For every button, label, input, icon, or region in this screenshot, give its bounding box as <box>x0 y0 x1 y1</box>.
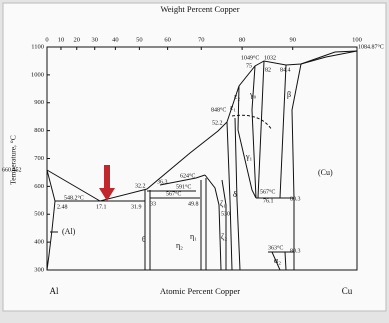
top-tick-label: 30 <box>91 36 98 43</box>
y-tick-label: 400 <box>34 239 44 246</box>
bottom-left-label: Al <box>50 286 59 296</box>
top-tick-label: 90 <box>289 36 296 43</box>
frame <box>2 2 387 312</box>
y-tick-label: 900 <box>34 99 44 106</box>
annotation: 49.8 <box>188 201 199 207</box>
annotation: η₂ <box>176 241 183 250</box>
y-tick-label: 1100 <box>31 43 44 50</box>
top-tick-label: 50 <box>136 36 143 43</box>
annotation: 660.452 <box>2 167 22 173</box>
annotation: ε₁ <box>230 103 236 112</box>
annotation: 567°C <box>260 188 275 195</box>
phase-lines <box>46 50 358 271</box>
annotation: θ <box>142 235 146 244</box>
y-tick-label: 700 <box>34 155 44 162</box>
annotation: (Al) <box>62 227 76 236</box>
left-axis-title: Temperature, °C <box>9 135 18 185</box>
annotation: α₂ <box>274 256 281 265</box>
top-tick-label: 40 <box>112 36 119 43</box>
bottom-right-label: Cu <box>342 286 353 296</box>
annotation: 33 <box>150 201 156 207</box>
annotation: 548.2°C <box>64 194 84 201</box>
annotation: 80.3 <box>290 248 301 254</box>
annotation: ζ₂ <box>221 232 227 241</box>
annotation: δ <box>233 190 237 199</box>
annotation: 624°C <box>180 172 195 179</box>
bottom-axis-title: Atomic Percent Copper <box>160 286 240 296</box>
y-tick-label: 600 <box>34 183 44 190</box>
annotation: β <box>287 90 291 99</box>
annotation: γ₀ <box>249 90 257 99</box>
annotation: γ₁ <box>245 152 253 161</box>
y-tick-label: 1000 <box>31 71 44 78</box>
annotation: 1084.87°C <box>358 43 384 50</box>
annotation: 31.9 <box>131 204 142 210</box>
top-tick-label: 0 <box>45 36 48 43</box>
y-tick-label: 500 <box>34 211 44 218</box>
annotation: 1032 <box>264 55 276 61</box>
annotation: 848°C <box>211 106 226 113</box>
y-tick-label: 300 <box>34 266 44 273</box>
top-tick-label: 10 <box>58 36 65 43</box>
annotation: 80.3 <box>290 196 301 202</box>
annotation: 32.2 <box>135 183 146 189</box>
annotation: 82 <box>265 67 271 73</box>
top-tick-label: 100 <box>352 36 362 43</box>
y-tick-label: 800 <box>34 127 44 134</box>
annotation: ζ₁ <box>220 199 226 208</box>
top-axis-title: Weight Percent Copper <box>160 4 239 14</box>
annotation: 567°C <box>166 190 181 197</box>
top-tick-label: 70 <box>198 36 205 43</box>
annotation: 52.2 <box>212 120 223 126</box>
annotation: 36.3 <box>157 179 168 185</box>
annotation: 363°C <box>268 244 283 251</box>
annotation: 591°C <box>176 183 191 190</box>
annotation: 84.4 <box>280 67 291 73</box>
annotation: (Cu) <box>318 168 333 177</box>
annotation: ε₂ <box>234 92 240 101</box>
annotation: 2.48 <box>57 204 68 210</box>
top-tick-label: 80 <box>239 36 246 43</box>
annotation: 75 <box>246 63 252 69</box>
annotation: 17.1 <box>96 204 107 210</box>
annotation: 530 <box>221 211 230 217</box>
top-tick-label: 60 <box>164 36 171 43</box>
annotation: η₁ <box>190 232 197 241</box>
annotation: 76.1 <box>263 198 274 204</box>
annotation: 1049°C <box>241 54 259 61</box>
top-tick-label: 20 <box>73 36 80 43</box>
